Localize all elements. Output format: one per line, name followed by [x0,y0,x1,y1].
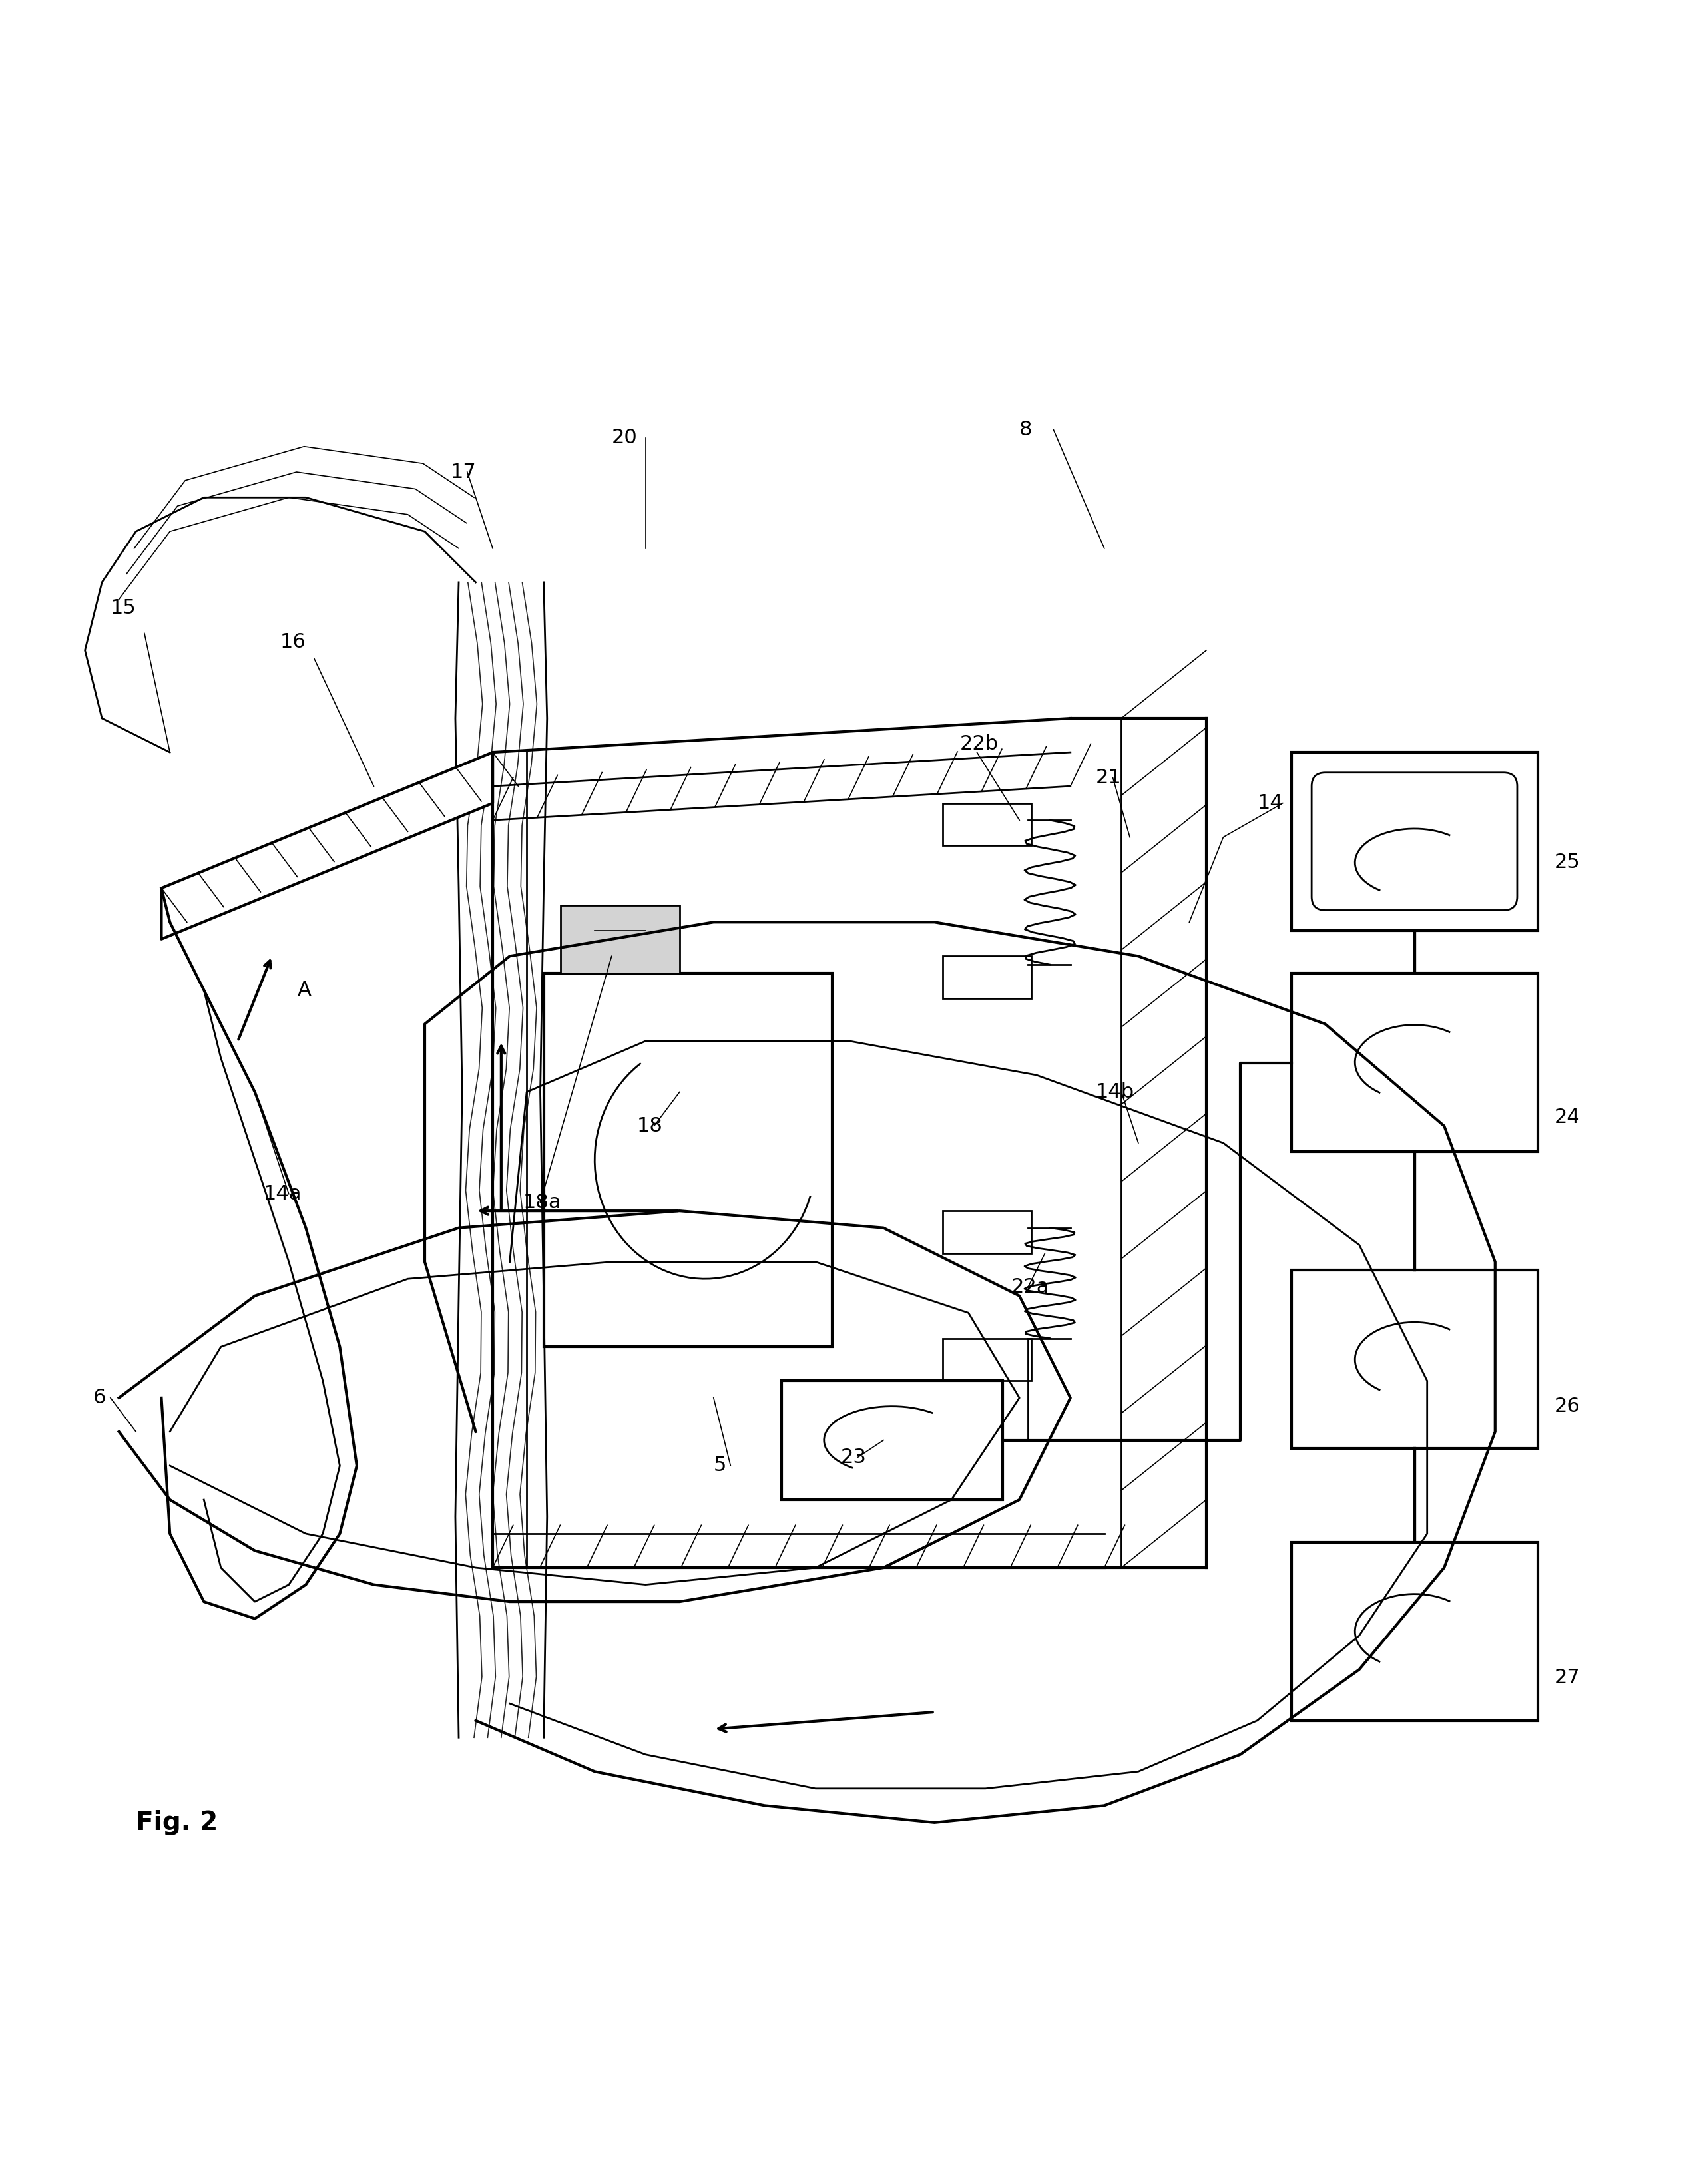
Text: 18: 18 [637,1116,663,1136]
Text: Fig. 2: Fig. 2 [136,1811,217,1835]
Text: 25: 25 [1555,854,1580,871]
Text: 14: 14 [1257,793,1283,812]
Text: 17: 17 [450,463,476,483]
Bar [561,904,680,974]
Bar [1291,1271,1538,1448]
Text: 22a: 22a [1011,1278,1050,1297]
Bar [943,957,1031,998]
Text: 15: 15 [110,598,136,618]
Text: 14b: 14b [1096,1083,1135,1101]
Bar [544,974,833,1348]
Bar [1291,751,1538,930]
Bar [943,1339,1031,1380]
Text: 20: 20 [612,428,637,448]
Bar [782,1380,1002,1500]
Bar [1291,1542,1538,1721]
Text: 14a: 14a [263,1184,302,1203]
Polygon shape [161,751,493,939]
Text: 24: 24 [1555,1107,1580,1127]
Text: 18a: 18a [523,1192,562,1212]
Text: 23: 23 [841,1448,866,1468]
Text: A: A [297,981,311,1000]
Text: 16: 16 [280,631,306,651]
Text: 22b: 22b [960,734,999,753]
Text: 6: 6 [93,1389,107,1406]
Bar [1291,974,1538,1151]
Bar [943,1210,1031,1254]
Bar [943,804,1031,845]
Text: 21: 21 [1096,769,1121,788]
Text: 5: 5 [714,1457,727,1476]
Text: 27: 27 [1555,1669,1580,1688]
Text: 8: 8 [1019,419,1033,439]
Text: 26: 26 [1555,1396,1580,1415]
